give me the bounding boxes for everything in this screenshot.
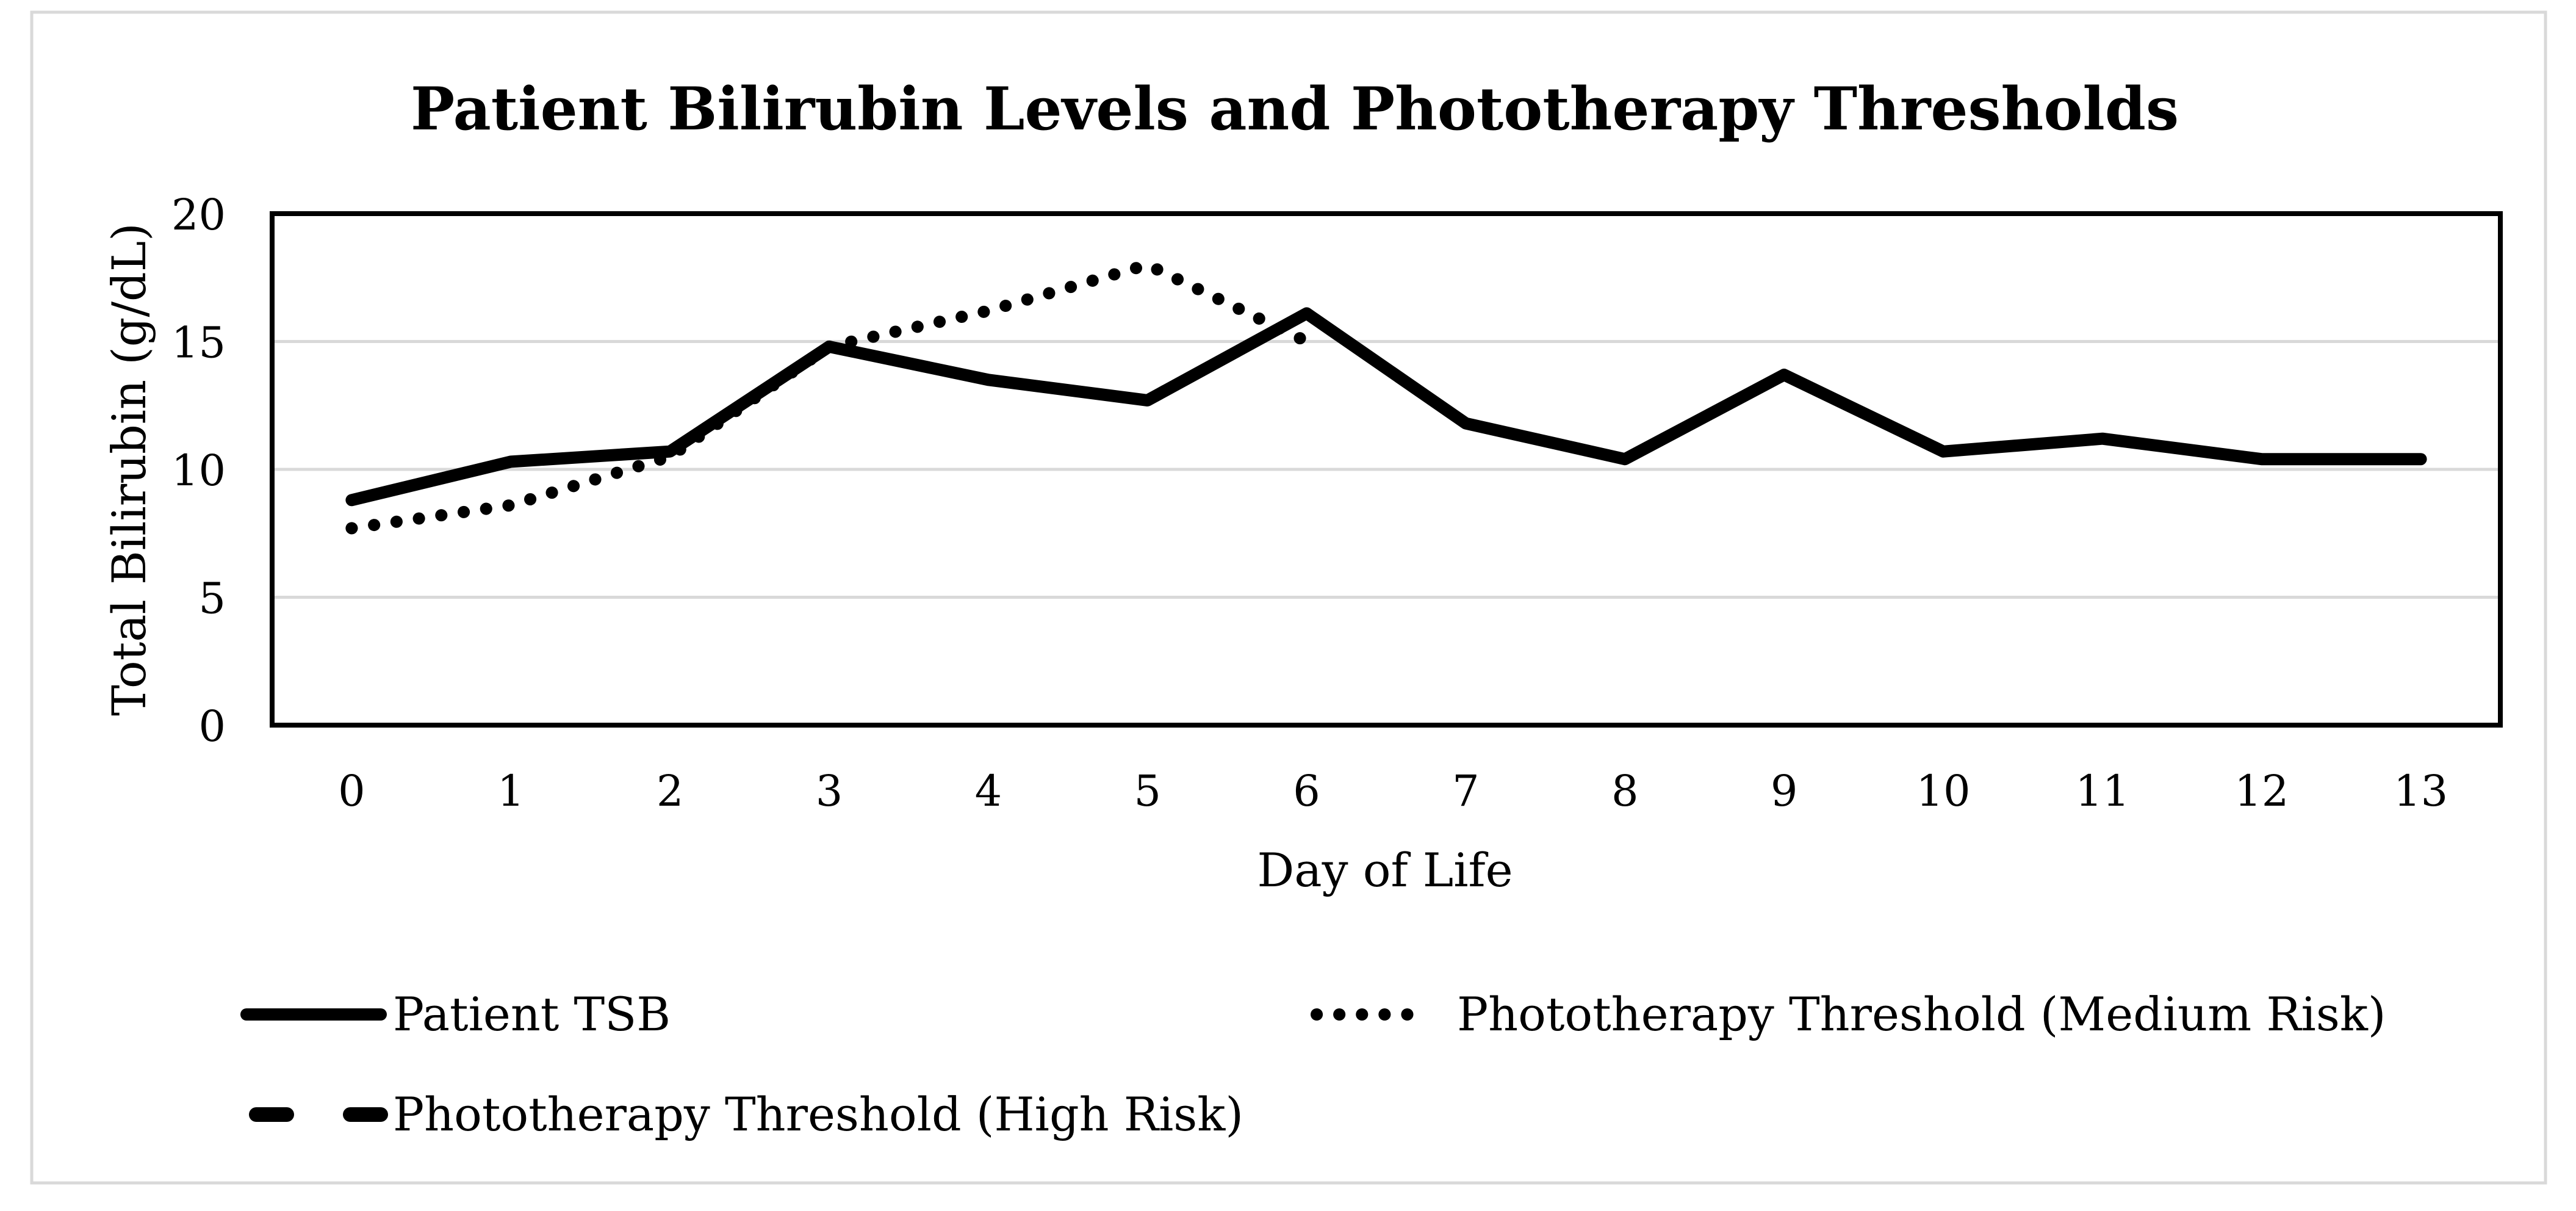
x-axis-label: Day of Life [1257, 843, 1513, 897]
x-tick-label: 13 [2394, 766, 2448, 816]
y-tick-label: 20 [171, 190, 226, 240]
y-axis-label: Total Bilirubin (g/dL) [102, 223, 156, 716]
chart-title: Patient Bilirubin Levels and Phototherap… [411, 74, 2179, 143]
legend-label-high-risk: Phototherapy Threshold (High Risk) [393, 1087, 1243, 1141]
series-patient-tsb [345, 307, 2427, 507]
y-axis-ticks: 0 5 10 15 20 [171, 190, 226, 751]
x-axis-ticks: 0 1 2 3 4 5 6 7 8 9 10 11 12 13 [338, 766, 2448, 816]
x-tick-label: 5 [1134, 766, 1161, 816]
plot-area-border [270, 211, 2503, 728]
x-tick-label: 9 [1771, 766, 1798, 816]
y-tick-label: 10 [171, 446, 226, 496]
series-group [345, 258, 2428, 535]
y-tick-label: 15 [171, 318, 226, 368]
x-tick-label: 10 [1916, 766, 1970, 816]
x-tick-label: 6 [1293, 766, 1320, 816]
x-tick-label: 2 [657, 766, 684, 816]
legend-label-medium-risk: Phototherapy Threshold (Medium Risk) [1457, 987, 2386, 1041]
y-tick-label: 5 [198, 574, 226, 624]
x-tick-label: 0 [338, 766, 365, 816]
x-tick-label: 11 [2075, 766, 2129, 816]
x-tick-label: 4 [975, 766, 1002, 816]
x-tick-label: 7 [1452, 766, 1480, 816]
x-tick-label: 3 [816, 766, 843, 816]
x-tick-label: 8 [1611, 766, 1639, 816]
y-tick-label: 0 [198, 701, 226, 751]
x-tick-label: 12 [2234, 766, 2289, 816]
legend-label-patient-tsb: Patient TSB [393, 987, 671, 1041]
legend: Patient TSB Phototherapy Threshold (Medi… [240, 987, 2386, 1141]
x-tick-label: 1 [497, 766, 525, 816]
